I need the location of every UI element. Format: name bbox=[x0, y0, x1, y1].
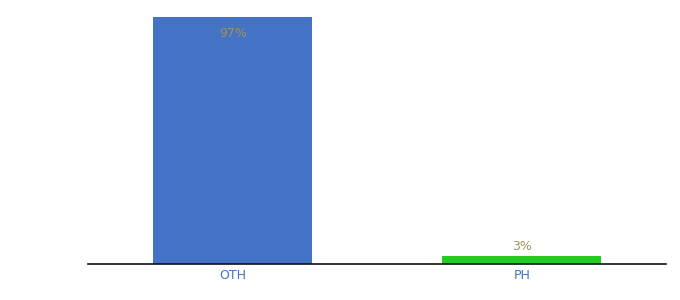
Bar bbox=[443, 256, 601, 264]
Text: 97%: 97% bbox=[219, 27, 247, 40]
Bar bbox=[154, 16, 312, 264]
Text: 3%: 3% bbox=[512, 239, 532, 253]
